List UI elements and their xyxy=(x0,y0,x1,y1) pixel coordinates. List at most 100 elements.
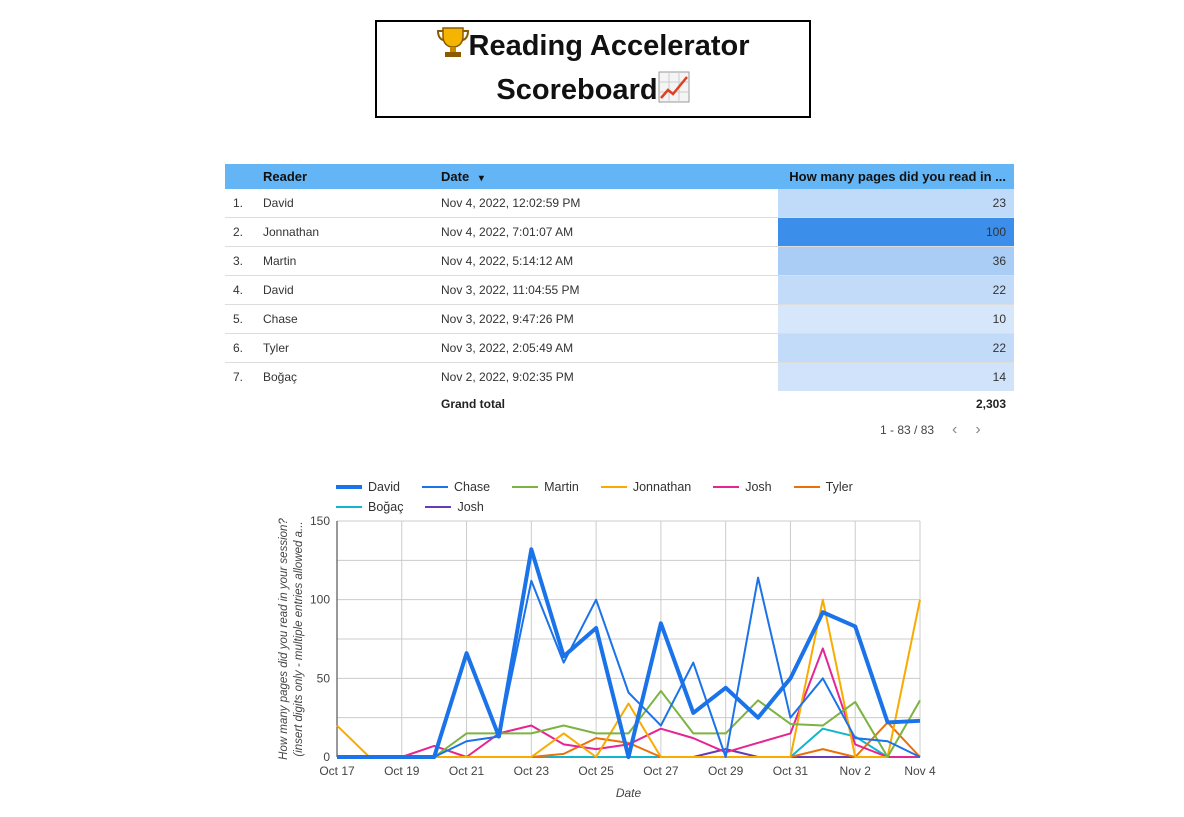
row-date: Nov 4, 2022, 7:01:07 AM xyxy=(441,217,778,247)
grand-total-label: Grand total xyxy=(441,397,506,411)
x-tick-label: Oct 21 xyxy=(449,764,485,778)
next-page-button[interactable]: › xyxy=(975,421,981,438)
legend-label: Josh xyxy=(457,500,484,514)
legend-item[interactable]: Josh xyxy=(425,499,484,515)
row-pages: 36 xyxy=(778,246,1014,276)
legend-item[interactable]: Jonnathan xyxy=(600,479,692,495)
chart-increasing-icon xyxy=(658,71,690,114)
legend-item[interactable]: David xyxy=(336,479,400,495)
row-reader: Boğaç xyxy=(263,370,298,384)
row-date: Nov 4, 2022, 12:02:59 PM xyxy=(441,189,778,218)
row-date: Nov 2, 2022, 9:02:35 PM xyxy=(441,370,574,384)
readings-table: Reader Date ▾ How many pages did you rea… xyxy=(225,164,1014,417)
legend-swatch xyxy=(336,506,362,508)
legend-label: Josh xyxy=(745,480,772,494)
x-tick-label: Oct 19 xyxy=(384,764,420,778)
scoreboard-title: Reading Accelerator Scoreboard xyxy=(375,20,811,118)
header-rank xyxy=(225,164,263,189)
row-rank: 1. xyxy=(225,189,263,218)
x-tick-label: Nov 4 xyxy=(904,764,936,778)
row-rank: 7. xyxy=(233,370,244,384)
legend-label: Jonnathan xyxy=(632,480,692,494)
row-date: Nov 3, 2022, 11:04:55 PM xyxy=(441,275,778,305)
legend-label: Martin xyxy=(544,480,579,494)
y-tick-label: 150 xyxy=(310,514,330,528)
row-pages: 22 xyxy=(778,275,1014,305)
row-date: Nov 4, 2022, 5:14:12 AM xyxy=(441,246,778,276)
x-axis-title: Date xyxy=(616,786,642,800)
title-line-1: Reading Accelerator xyxy=(468,29,750,62)
header-pages[interactable]: How many pages did you read in ... xyxy=(778,164,1014,189)
row-rank: 4. xyxy=(225,275,263,305)
row-reader: Chase xyxy=(263,304,441,334)
prev-page-button[interactable]: ‹ xyxy=(952,421,958,438)
row-pages: 22 xyxy=(778,333,1014,363)
grand-total-row: Grand total 2,303 xyxy=(225,391,1014,417)
legend-swatch xyxy=(600,486,627,488)
header-date[interactable]: Date ▾ xyxy=(441,164,778,189)
header-reader[interactable]: Reader xyxy=(263,164,441,189)
x-tick-label: Oct 17 xyxy=(319,764,355,778)
series-line-martin xyxy=(337,689,921,758)
row-reader: David xyxy=(263,189,441,218)
pagination-range: 1 - 83 / 83 xyxy=(880,423,935,437)
legend-item[interactable]: Tyler xyxy=(793,479,853,495)
table-row[interactable]: 1. David Nov 4, 2022, 12:02:59 PM 23 xyxy=(225,189,1014,218)
series-line-david xyxy=(337,547,921,759)
title-line-2: Scoreboard xyxy=(496,73,658,106)
table-row[interactable]: 5. Chase Nov 3, 2022, 9:47:26 PM 10 xyxy=(225,304,1014,334)
header-date-label: Date xyxy=(441,169,470,184)
legend-item[interactable]: Martin xyxy=(512,479,579,495)
row-pages: 100 xyxy=(778,217,1014,247)
x-tick-label: Oct 31 xyxy=(773,764,809,778)
y-axis-title-line-2: (insert digits only - multiple entries a… xyxy=(293,521,305,756)
table-row[interactable]: 3. Martin Nov 4, 2022, 5:14:12 AM 36 xyxy=(225,246,1014,276)
x-tick-label: Oct 23 xyxy=(514,764,550,778)
x-tick-label: Oct 29 xyxy=(708,764,744,778)
sort-desc-icon[interactable]: ▾ xyxy=(478,173,484,184)
legend-swatch xyxy=(512,486,539,488)
x-tick-label: Oct 25 xyxy=(578,764,614,778)
row-date: Nov 3, 2022, 9:47:26 PM xyxy=(441,304,778,334)
row-reader: Jonnathan xyxy=(263,217,441,247)
legend-label: David xyxy=(368,480,400,494)
row-pages: 14 xyxy=(778,362,1014,391)
legend-item[interactable]: Josh xyxy=(713,479,772,495)
row-reader: David xyxy=(263,275,441,305)
y-tick-label: 50 xyxy=(317,671,331,685)
trophy-icon xyxy=(436,25,469,70)
legend-swatch xyxy=(421,486,448,488)
legend-label: Boğaç xyxy=(368,500,404,514)
table-row[interactable]: 2. Jonnathan Nov 4, 2022, 7:01:07 AM 100 xyxy=(225,217,1014,247)
row-rank: 3. xyxy=(225,246,263,276)
legend-label: Chase xyxy=(453,480,491,494)
legend-item[interactable]: Chase xyxy=(421,479,491,495)
series-line-josh xyxy=(337,647,920,758)
grand-total-value: 2,303 xyxy=(975,397,1006,411)
chart-legend: David Chase Martin Jonnathan Josh Tyler Boğaç J… xyxy=(336,479,896,515)
y-tick-label: 0 xyxy=(323,750,330,764)
row-rank: 6. xyxy=(225,333,263,363)
legend-item[interactable]: Boğaç xyxy=(336,499,403,515)
legend-swatch xyxy=(793,486,820,488)
x-tick-label: Oct 27 xyxy=(643,764,679,778)
y-tick-label: 100 xyxy=(310,593,330,607)
x-tick-label: Nov 2 xyxy=(840,764,872,778)
row-rank: 5. xyxy=(225,304,263,334)
legend-label: Tyler xyxy=(825,480,853,494)
row-rank: 2. xyxy=(225,217,263,247)
row-date: Nov 3, 2022, 2:05:49 AM xyxy=(441,333,778,363)
legend-swatch xyxy=(425,506,452,508)
row-pages: 23 xyxy=(778,189,1014,218)
y-axis-title-line-1: How many pages did you read in your sess… xyxy=(278,518,290,760)
pagination: 1 - 83 / 83 ‹ › xyxy=(880,421,981,439)
table-row[interactable]: 7. Boğaç Nov 2, 2022, 9:02:35 PM 14 xyxy=(225,362,1014,391)
table-row[interactable]: 4. David Nov 3, 2022, 11:04:55 PM 22 xyxy=(225,275,1014,305)
legend-swatch xyxy=(713,486,740,488)
row-pages: 10 xyxy=(778,304,1014,334)
table-row[interactable]: 6. Tyler Nov 3, 2022, 2:05:49 AM 22 xyxy=(225,333,1014,363)
row-reader: Martin xyxy=(263,246,441,276)
row-reader: Tyler xyxy=(263,333,441,363)
legend-swatch xyxy=(336,485,362,489)
